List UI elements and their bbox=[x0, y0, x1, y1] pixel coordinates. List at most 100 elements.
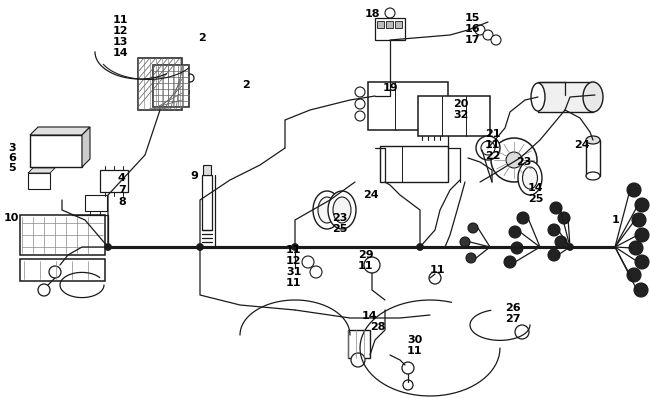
Bar bbox=[202, 175, 212, 230]
Text: 23: 23 bbox=[516, 157, 532, 167]
Text: 11: 11 bbox=[485, 140, 500, 150]
Bar bbox=[418, 96, 490, 136]
Text: 11: 11 bbox=[286, 245, 302, 255]
Circle shape bbox=[558, 212, 570, 224]
Circle shape bbox=[105, 243, 112, 250]
Circle shape bbox=[635, 228, 649, 242]
Text: 20: 20 bbox=[453, 99, 469, 109]
Circle shape bbox=[49, 266, 61, 278]
Circle shape bbox=[635, 198, 649, 212]
Circle shape bbox=[548, 224, 560, 236]
Ellipse shape bbox=[586, 172, 600, 180]
Text: 25: 25 bbox=[332, 224, 347, 234]
Text: 16: 16 bbox=[465, 24, 480, 34]
Text: 2: 2 bbox=[198, 33, 206, 43]
Circle shape bbox=[517, 212, 529, 224]
Circle shape bbox=[179, 87, 189, 97]
Bar bbox=[30, 135, 82, 167]
Circle shape bbox=[186, 74, 194, 82]
Circle shape bbox=[355, 111, 365, 121]
Text: 14: 14 bbox=[362, 311, 378, 321]
Circle shape bbox=[351, 353, 365, 367]
Text: 11: 11 bbox=[286, 278, 302, 288]
Circle shape bbox=[402, 362, 414, 374]
Ellipse shape bbox=[523, 167, 538, 189]
Circle shape bbox=[385, 8, 395, 18]
Text: 6: 6 bbox=[8, 153, 16, 163]
Circle shape bbox=[466, 253, 476, 263]
Bar bbox=[348, 330, 370, 358]
Bar bbox=[395, 21, 402, 28]
Circle shape bbox=[429, 272, 441, 284]
Bar bbox=[377, 21, 384, 28]
Circle shape bbox=[475, 25, 485, 35]
Text: 11: 11 bbox=[113, 15, 129, 25]
Ellipse shape bbox=[328, 191, 356, 229]
Circle shape bbox=[555, 236, 567, 248]
Ellipse shape bbox=[318, 197, 336, 223]
Circle shape bbox=[291, 243, 298, 250]
Bar bbox=[28, 173, 50, 189]
Circle shape bbox=[632, 213, 646, 227]
Bar bbox=[375, 18, 405, 40]
Circle shape bbox=[515, 325, 529, 339]
Bar bbox=[386, 21, 393, 28]
Polygon shape bbox=[30, 127, 90, 135]
Ellipse shape bbox=[583, 82, 603, 112]
Text: 14: 14 bbox=[528, 183, 543, 193]
Circle shape bbox=[302, 256, 314, 268]
Text: 29: 29 bbox=[358, 250, 374, 260]
Circle shape bbox=[310, 266, 322, 278]
Circle shape bbox=[468, 223, 478, 233]
Circle shape bbox=[403, 380, 413, 390]
Bar bbox=[20, 215, 105, 255]
Bar bbox=[586, 140, 600, 176]
Circle shape bbox=[511, 242, 523, 254]
Circle shape bbox=[460, 237, 470, 247]
Circle shape bbox=[417, 243, 424, 250]
Text: 3: 3 bbox=[8, 143, 16, 153]
Text: 19: 19 bbox=[383, 83, 398, 93]
Ellipse shape bbox=[518, 161, 542, 195]
Circle shape bbox=[634, 283, 648, 297]
Circle shape bbox=[196, 243, 203, 250]
Circle shape bbox=[506, 152, 522, 168]
Bar bbox=[368, 82, 448, 130]
Text: 24: 24 bbox=[363, 190, 378, 200]
Bar bbox=[20, 259, 105, 281]
Text: 17: 17 bbox=[465, 35, 480, 45]
Circle shape bbox=[550, 202, 562, 214]
Text: 25: 25 bbox=[528, 194, 543, 204]
Text: 26: 26 bbox=[505, 303, 521, 313]
Circle shape bbox=[509, 226, 521, 238]
Circle shape bbox=[567, 243, 573, 250]
Circle shape bbox=[364, 257, 380, 273]
Text: 11: 11 bbox=[358, 261, 374, 271]
Ellipse shape bbox=[313, 191, 341, 229]
Text: 9: 9 bbox=[190, 171, 198, 181]
Circle shape bbox=[627, 268, 641, 282]
Circle shape bbox=[483, 30, 493, 40]
Text: 30: 30 bbox=[407, 335, 422, 345]
Text: 18: 18 bbox=[365, 9, 380, 19]
Text: 31: 31 bbox=[286, 267, 302, 277]
Text: 27: 27 bbox=[505, 314, 521, 324]
Circle shape bbox=[504, 256, 516, 268]
Text: 10: 10 bbox=[4, 213, 20, 223]
Text: 2: 2 bbox=[242, 80, 250, 90]
Text: 24: 24 bbox=[574, 140, 590, 150]
Text: 21: 21 bbox=[485, 129, 500, 139]
Text: 14: 14 bbox=[113, 48, 129, 58]
Text: 32: 32 bbox=[453, 110, 469, 120]
Circle shape bbox=[481, 141, 495, 155]
Text: 23: 23 bbox=[332, 213, 347, 223]
Polygon shape bbox=[28, 168, 55, 173]
Polygon shape bbox=[82, 127, 90, 167]
Circle shape bbox=[38, 284, 50, 296]
Bar bbox=[380, 146, 448, 182]
Text: 5: 5 bbox=[8, 163, 16, 173]
Bar bbox=[138, 58, 182, 110]
Circle shape bbox=[548, 249, 560, 261]
Text: 11: 11 bbox=[407, 346, 422, 356]
Text: 1: 1 bbox=[612, 215, 619, 225]
